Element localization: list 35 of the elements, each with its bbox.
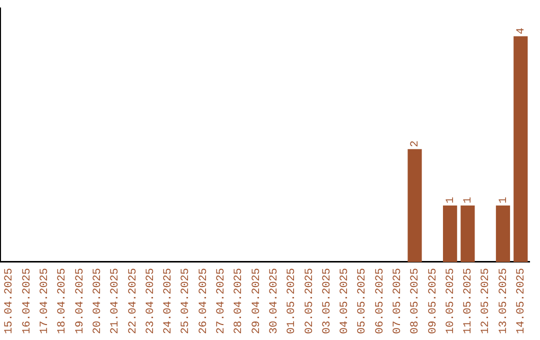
x-tick-label: 03.05.2025 bbox=[321, 268, 334, 334]
x-tick-label: 27.04.2025 bbox=[216, 268, 228, 334]
x-tick-label: 16.04.2025 bbox=[21, 268, 34, 334]
data-label: 1 bbox=[444, 196, 457, 204]
x-tick-label: 13.05.2025 bbox=[498, 268, 510, 334]
x-tick-label: 19.04.2025 bbox=[74, 268, 86, 334]
x-tick-label: 07.05.2025 bbox=[392, 268, 404, 334]
x-tick-label: 30.04.2025 bbox=[268, 268, 280, 334]
x-tick-label: 01.05.2025 bbox=[286, 268, 298, 334]
x-tick-label: 22.04.2025 bbox=[127, 268, 140, 334]
x-tick-label: 15.04.2025 bbox=[4, 268, 16, 334]
x-tick-label: 18.04.2025 bbox=[56, 268, 69, 334]
x-tick-label: 08.05.2025 bbox=[410, 268, 422, 334]
x-tick-label: 21.04.2025 bbox=[110, 268, 122, 334]
x-tick-label: 17.04.2025 bbox=[39, 268, 52, 334]
x-tick-label: 09.05.2025 bbox=[427, 268, 440, 334]
x-tick-label: 12.05.2025 bbox=[480, 268, 492, 334]
x-tick-label: 14.05.2025 bbox=[516, 268, 528, 334]
x-tick-label: 04.05.2025 bbox=[339, 268, 352, 334]
x-tick-label: 26.04.2025 bbox=[198, 268, 210, 334]
x-tick-label: 02.05.2025 bbox=[304, 268, 316, 334]
x-tick-label: 28.04.2025 bbox=[233, 268, 246, 334]
data-label: 2 bbox=[410, 140, 422, 148]
x-tick-label: 29.04.2025 bbox=[250, 268, 263, 334]
x-tick-label: 25.04.2025 bbox=[180, 268, 192, 334]
x-tick-label: 23.04.2025 bbox=[144, 268, 157, 334]
x-tick-label: 11.05.2025 bbox=[462, 268, 475, 334]
x-tick-label: 10.05.2025 bbox=[444, 268, 457, 334]
data-label: 1 bbox=[498, 196, 510, 204]
x-tick-label: 06.05.2025 bbox=[374, 268, 386, 334]
data-label: 1 bbox=[462, 196, 475, 204]
x-tick-label: 05.05.2025 bbox=[356, 268, 369, 334]
data-label: 4 bbox=[516, 27, 528, 34]
x-tick-label: 20.04.2025 bbox=[92, 268, 104, 334]
x-tick-label: 24.04.2025 bbox=[162, 268, 175, 334]
